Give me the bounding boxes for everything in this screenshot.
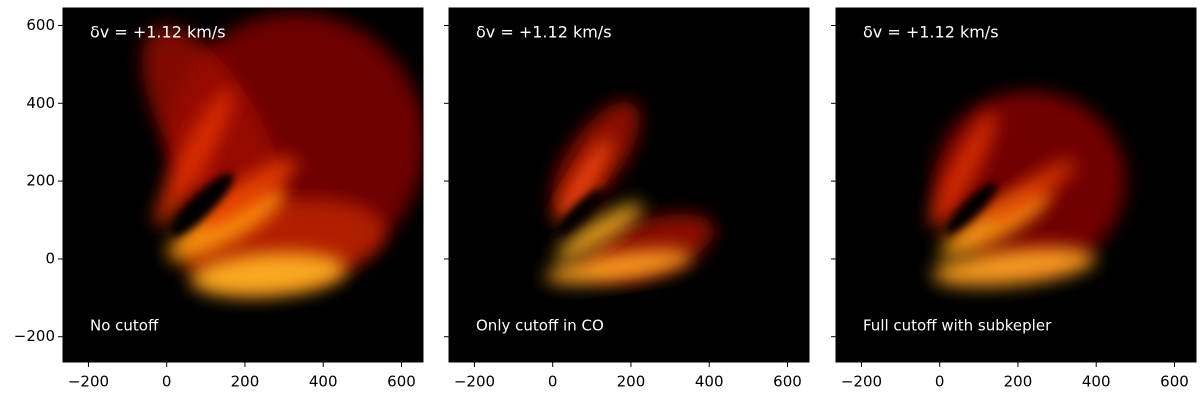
heatmap — [449, 8, 809, 362]
panel: −200 0 200 400 600 δv = +1.12 km/s Only cutoff… — [444, 7, 810, 391]
frame — [62, 7, 424, 363]
emission — [170, 173, 234, 236]
x-tick-label: −200 — [841, 373, 882, 391]
background — [449, 8, 809, 362]
frame — [835, 7, 1197, 363]
x-tick-label: −200 — [68, 373, 109, 391]
emission — [545, 249, 693, 284]
x-tick-label: 200 — [231, 373, 260, 391]
annotation: δv = +1.12 km/s — [476, 23, 612, 42]
emission — [929, 110, 997, 229]
emission — [167, 187, 284, 261]
emission — [155, 88, 233, 228]
x-tick-label: 200 — [617, 373, 646, 391]
annotation: δv = +1.12 km/s — [863, 23, 999, 42]
panel: −200 0 200 400 600 δv = +1.12 km/s Full cutoff… — [831, 7, 1197, 391]
panel-label: Full cutoff with subkepler — [863, 317, 1052, 335]
panel-label: Only cutoff in CO — [476, 317, 604, 335]
x-tick-label: 0 — [548, 373, 558, 391]
y-tick-label: 0 — [45, 249, 55, 267]
x-tick-label: 200 — [1004, 373, 1033, 391]
emission — [556, 202, 644, 261]
frame — [448, 7, 810, 363]
emission — [555, 137, 613, 225]
y-tick-label: 200 — [26, 172, 55, 190]
x-tick-label: 0 — [935, 373, 945, 391]
y-tick-label: 600 — [26, 16, 55, 34]
emission — [945, 182, 997, 234]
emission — [200, 157, 298, 229]
heatmap — [836, 8, 1196, 362]
annotation: δv = +1.12 km/s — [90, 23, 226, 42]
panel-label: No cutoff — [90, 317, 159, 335]
x-tick-label: 600 — [387, 373, 416, 391]
x-tick-label: 400 — [309, 373, 338, 391]
heatmap — [63, 8, 423, 362]
panel: −200 0 200 400 600 −200 0 200 400 600 δv = +1.12 k… — [14, 7, 424, 391]
x-tick-label: 400 — [1082, 373, 1111, 391]
y-tick-label: −200 — [14, 327, 55, 345]
x-tick-label: 600 — [1160, 373, 1189, 391]
y-tick-label: 400 — [26, 94, 55, 112]
emission — [190, 252, 347, 297]
x-tick-label: −200 — [454, 373, 495, 391]
emission — [932, 247, 1096, 287]
x-tick-label: 0 — [162, 373, 172, 391]
x-tick-label: 600 — [773, 373, 802, 391]
emission — [984, 159, 1076, 226]
emission — [557, 189, 603, 236]
x-tick-label: 400 — [695, 373, 724, 391]
